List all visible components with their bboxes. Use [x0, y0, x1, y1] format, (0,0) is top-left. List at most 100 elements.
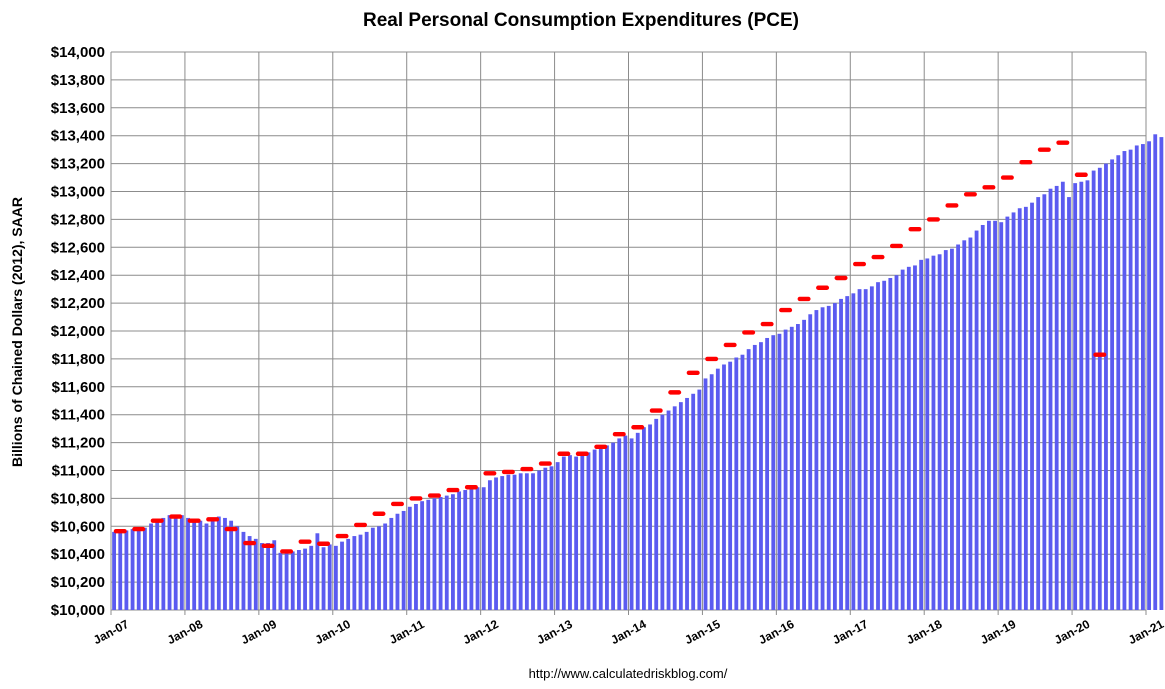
bar — [179, 515, 184, 610]
bar — [444, 495, 449, 610]
bar — [130, 529, 135, 610]
quarterly-marker — [427, 493, 441, 498]
y-tick-label: $11,800 — [52, 351, 105, 368]
quarterly-marker — [853, 261, 867, 267]
quarterly-marker — [963, 192, 977, 197]
bar — [340, 541, 344, 610]
bar — [709, 374, 714, 610]
y-tick-label: $10,000 — [51, 602, 105, 619]
bar — [1147, 141, 1151, 610]
y-tick-label: $13,000 — [51, 184, 105, 201]
y-tick-label: $12,400 — [51, 267, 105, 284]
bar — [432, 498, 437, 610]
quarterly-marker — [483, 471, 497, 476]
quarterly-marker — [372, 511, 386, 516]
bar — [155, 520, 160, 610]
bar — [352, 536, 357, 610]
quarterly-marker — [390, 501, 404, 507]
quarterly-marker — [224, 526, 238, 532]
quarterly-marker — [816, 285, 830, 290]
bar — [950, 248, 954, 610]
bar — [888, 277, 893, 610]
bar — [561, 456, 566, 610]
bar — [906, 266, 911, 610]
bar — [1017, 208, 1022, 611]
x-tick-label: Jan-18 — [904, 617, 944, 647]
bar — [1030, 202, 1034, 610]
bar — [956, 244, 961, 610]
quarterly-marker — [834, 275, 848, 281]
bar — [962, 240, 967, 610]
bar — [518, 473, 523, 610]
bar — [820, 307, 825, 610]
quarterly-marker — [797, 296, 811, 302]
quarterly-marker — [649, 408, 663, 413]
bar — [1128, 149, 1133, 610]
y-tick-label: $13,200 — [51, 156, 105, 173]
chart-title: Real Personal Consumption Expenditures (… — [363, 10, 799, 31]
bar — [216, 516, 221, 610]
quarterly-marker — [446, 487, 460, 493]
bar — [623, 435, 628, 610]
bar — [783, 329, 788, 610]
bar — [654, 418, 659, 610]
bar — [1091, 170, 1096, 610]
x-tick-label: Jan-07 — [91, 617, 131, 647]
bar — [826, 305, 831, 610]
bar — [1060, 181, 1065, 611]
bar — [832, 303, 837, 610]
bar — [333, 545, 338, 610]
bar — [407, 506, 412, 610]
bar — [1067, 197, 1071, 610]
quarterly-marker — [1074, 172, 1088, 177]
quarterly-marker — [945, 203, 959, 208]
bar — [740, 354, 745, 610]
bar — [592, 449, 597, 610]
bar — [660, 414, 665, 610]
y-tick-label: $13,400 — [51, 128, 105, 145]
bar — [1122, 151, 1127, 611]
y-tick-label: $12,000 — [51, 323, 105, 340]
bar — [802, 319, 806, 610]
gridlines — [110, 51, 1147, 615]
bar — [845, 296, 850, 610]
bar — [635, 432, 640, 610]
y-tick-label: $12,600 — [51, 239, 105, 256]
bar — [401, 510, 406, 610]
x-tick-label: Jan-13 — [534, 617, 574, 647]
quarterly-marker — [298, 539, 312, 544]
quarterly-marker — [243, 540, 257, 546]
bar — [414, 503, 418, 610]
quarterly-marker — [779, 307, 793, 313]
bar — [457, 491, 461, 610]
quarterly-marker — [132, 526, 146, 532]
quarterly-marker — [668, 390, 682, 395]
x-tick-label: Jan-12 — [461, 617, 501, 647]
bar — [568, 455, 572, 610]
bar — [537, 470, 542, 610]
bar — [1097, 167, 1102, 610]
bar — [894, 275, 899, 610]
bar — [278, 552, 283, 610]
quarterly-marker — [1019, 160, 1033, 165]
bar — [1048, 188, 1053, 610]
quarterly-marker — [557, 451, 571, 456]
quarterly-marker — [871, 254, 885, 260]
bar — [136, 529, 141, 610]
quarterly-marker — [1093, 352, 1107, 357]
x-tick-label: Jan-14 — [608, 617, 648, 647]
bar — [759, 342, 763, 610]
bar — [1005, 216, 1010, 611]
bar — [771, 335, 776, 610]
bar — [672, 406, 677, 610]
bar — [605, 445, 609, 610]
x-tick-label: Jan-11 — [387, 617, 427, 647]
bar — [574, 456, 579, 610]
x-tick-label: Jan-10 — [313, 617, 353, 647]
bar — [900, 269, 905, 610]
y-tick-label: $11,000 — [52, 463, 105, 480]
bar — [722, 364, 726, 610]
bar — [1073, 183, 1078, 610]
bar — [1023, 206, 1028, 610]
